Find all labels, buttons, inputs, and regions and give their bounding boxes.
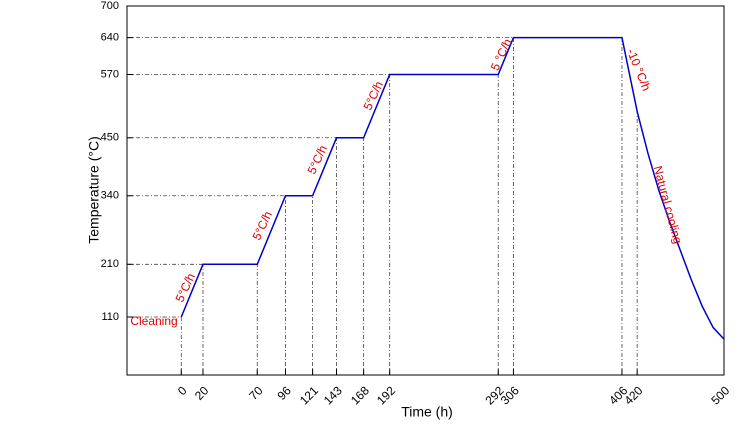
x-tick-label: 70 xyxy=(246,383,266,403)
series-line xyxy=(180,36,725,340)
annotation: 5 °C/h xyxy=(488,37,515,73)
y-tick-label: 450 xyxy=(101,132,119,144)
y-tick-label: 210 xyxy=(101,258,119,270)
y-tick-label: 570 xyxy=(101,68,119,80)
annotation: 5°C/h xyxy=(361,79,386,112)
y-axis-label: Temperature (°C) xyxy=(86,136,102,244)
annotation: 5°C/h xyxy=(305,143,330,176)
y-tick-label: 110 xyxy=(101,311,119,323)
annotation: 5°C/h xyxy=(250,209,275,242)
x-tick-label: 306 xyxy=(498,383,522,407)
y-tick-label: 340 xyxy=(101,190,119,202)
x-axis-label: Time (h) xyxy=(401,404,453,420)
x-tick-label: 192 xyxy=(374,383,398,407)
x-tick-label: 500 xyxy=(708,383,732,407)
x-tick-label: 168 xyxy=(348,383,372,407)
x-tick-label: 121 xyxy=(297,383,321,407)
annotation: Natural cooling xyxy=(651,164,685,245)
annotation: Cleaning xyxy=(130,314,177,328)
plot-frame xyxy=(126,5,725,376)
y-tick-label: 700 xyxy=(101,0,119,12)
x-tick-label: 0 xyxy=(175,383,190,398)
x-tick-label: 20 xyxy=(192,383,212,403)
x-tick-label: 143 xyxy=(321,383,345,407)
x-tick-label: 420 xyxy=(621,383,645,407)
y-tick-label: 640 xyxy=(101,32,119,44)
x-tick-label: 96 xyxy=(274,383,294,403)
